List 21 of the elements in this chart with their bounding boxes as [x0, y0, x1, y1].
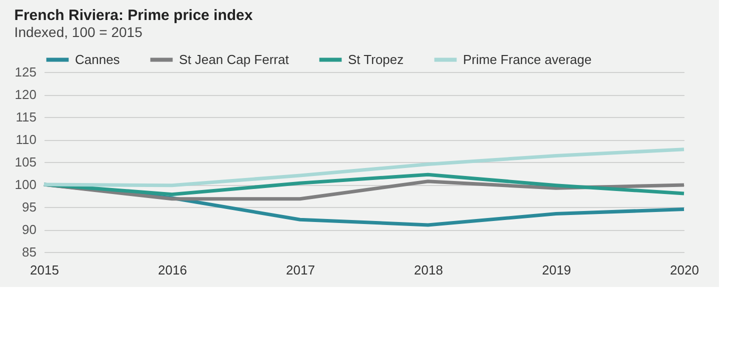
x-tick-label: 2018: [414, 262, 443, 278]
y-tick-label: 105: [14, 154, 36, 170]
x-tick-label: 2019: [542, 262, 571, 278]
y-tick-label: 95: [22, 200, 36, 214]
legend-label: St Tropez: [348, 52, 404, 67]
x-tick-label: 2020: [670, 262, 699, 278]
y-tick-label: 90: [22, 222, 36, 237]
y-tick-label: 125: [14, 64, 36, 80]
x-tick-label: 2017: [286, 262, 315, 278]
legend-label: Cannes: [75, 52, 120, 67]
chart-title: French Riviera: Prime price index: [14, 7, 254, 24]
y-tick-label: 115: [16, 110, 36, 124]
chart-subtitle: Indexed, 100 = 2015: [14, 24, 143, 40]
x-tick-label: 2016: [158, 262, 187, 278]
legend-label: St Jean Cap Ferrat: [179, 52, 290, 67]
legend-label: Prime France average: [463, 52, 592, 67]
x-tick-label: 2015: [30, 262, 59, 278]
y-tick-label: 100: [14, 177, 36, 192]
y-tick-label: 85: [22, 244, 36, 260]
y-tick-label: 120: [14, 87, 36, 102]
y-tick-label: 110: [16, 132, 36, 147]
